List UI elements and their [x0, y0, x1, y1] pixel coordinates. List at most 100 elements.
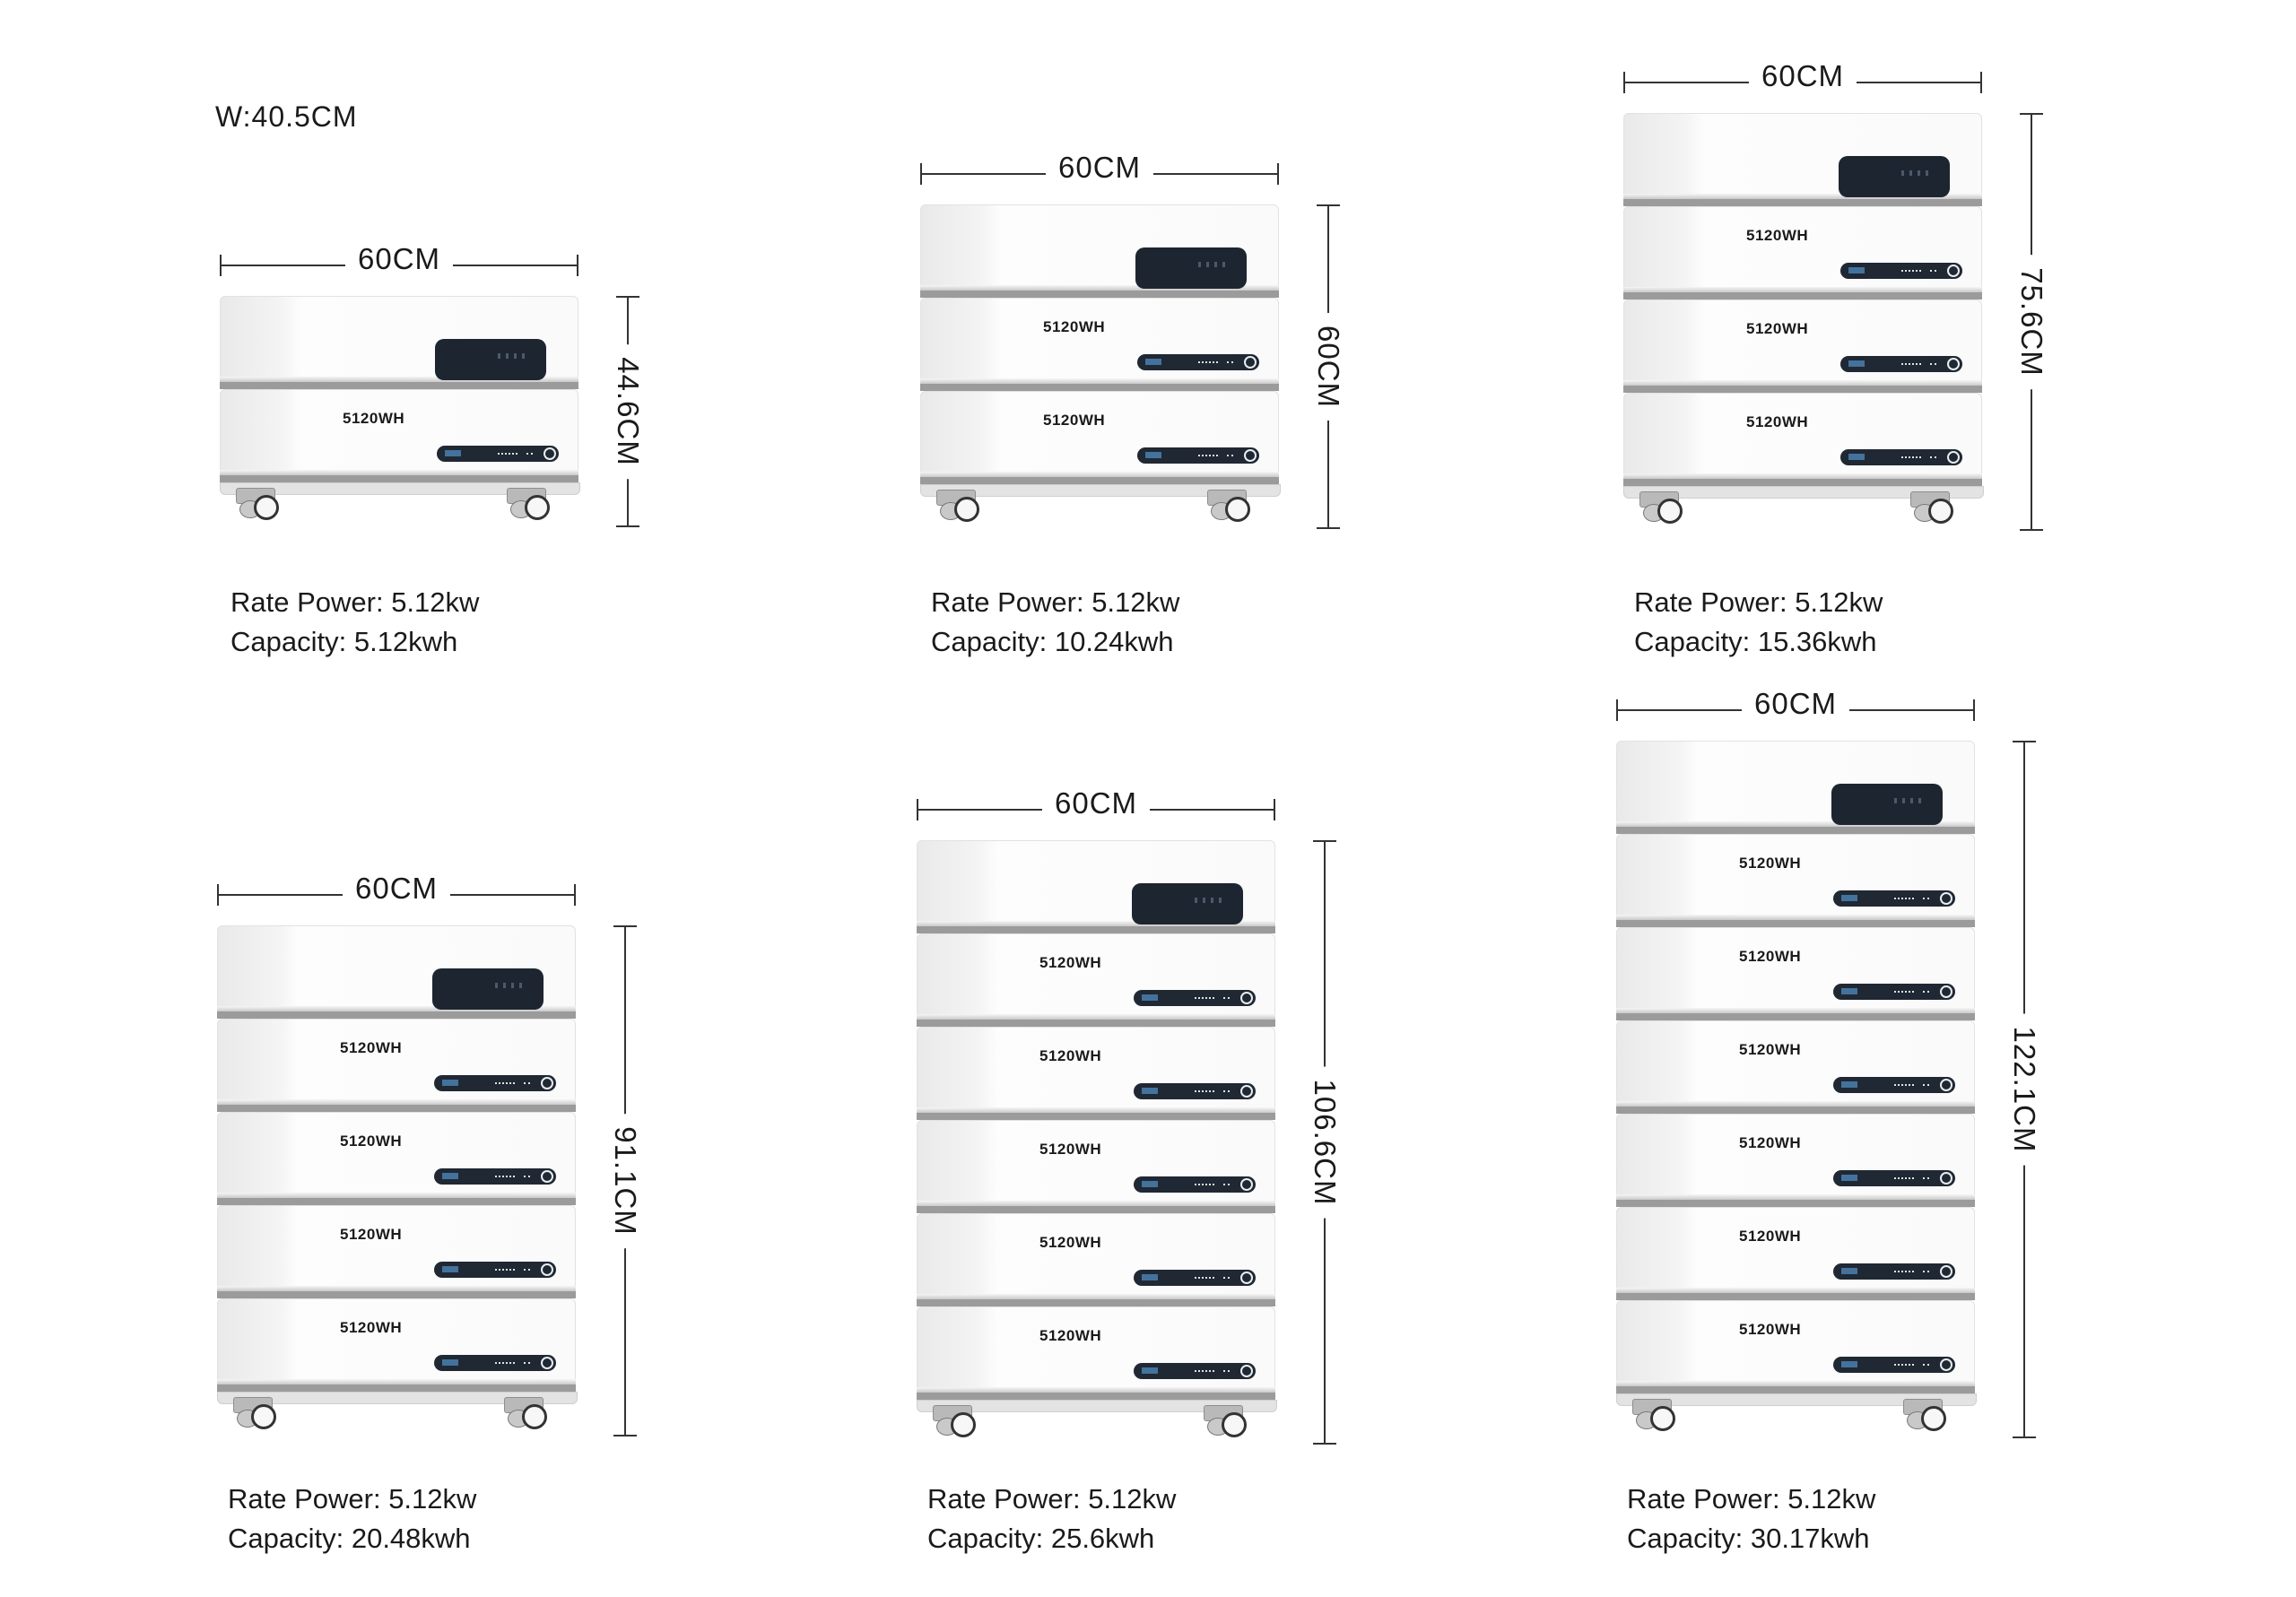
module-ridge — [1616, 915, 1975, 920]
caster-tire — [954, 497, 979, 522]
spec-block: Rate Power: 5.12kw Capacity: 5.12kwh — [230, 583, 479, 662]
module-base — [920, 291, 1279, 298]
module-base — [1616, 827, 1975, 834]
led-dots — [1901, 363, 1921, 365]
led-dots — [1894, 991, 1914, 993]
height-label: 44.6CM — [611, 344, 645, 479]
led-dots — [1198, 361, 1218, 363]
power-button[interactable] — [1240, 1365, 1253, 1377]
battery-module: 5120WH — [1623, 299, 1982, 393]
battery-stack: 5120WH 5120WH — [920, 204, 1281, 529]
brand-logo — [1841, 895, 1857, 901]
width-label: 60CM — [1041, 786, 1151, 820]
width-label: 60CM — [1748, 59, 1857, 93]
module-base — [1616, 1200, 1975, 1207]
power-button[interactable] — [1240, 1085, 1253, 1098]
module-ridge — [1616, 1008, 1975, 1013]
dimension-tick — [217, 884, 219, 906]
power-button[interactable] — [1244, 449, 1257, 462]
dimension-tick — [1980, 72, 1982, 93]
module-ridge — [217, 1006, 576, 1011]
power-button[interactable] — [1940, 1265, 1952, 1278]
power-button[interactable] — [1240, 1272, 1253, 1284]
battery-module: 5120WH — [1616, 1114, 1975, 1207]
power-button[interactable] — [1244, 356, 1257, 369]
power-button[interactable] — [1940, 1079, 1952, 1091]
caster-tire — [251, 1404, 276, 1429]
module-ridge — [1623, 194, 1982, 199]
module-ridge — [220, 470, 578, 475]
led-dots — [1223, 1184, 1231, 1185]
dimension-tick — [1623, 72, 1625, 93]
battery-module: 5120WH — [920, 391, 1279, 484]
led-dots — [1223, 1277, 1231, 1279]
module-base — [217, 1384, 576, 1392]
power-button[interactable] — [1240, 992, 1253, 1004]
battery-module: 5120WH — [1616, 1207, 1975, 1300]
battery-module: 5120WH — [917, 1120, 1275, 1213]
controller-module — [217, 925, 576, 1019]
led-dots — [1195, 997, 1214, 999]
battery-module: 5120WH — [1623, 206, 1982, 299]
led-dots — [1223, 1370, 1231, 1372]
module-ridge — [1616, 1288, 1975, 1293]
status-indicator-bar — [1137, 354, 1259, 370]
power-button[interactable] — [1940, 985, 1952, 998]
module-ridge — [217, 1379, 576, 1384]
height-label: 75.6CM — [2014, 255, 2048, 389]
module-ridge — [920, 472, 1279, 477]
rate-power-text: Rate Power: 5.12kw — [931, 586, 1180, 618]
module-base — [917, 1206, 1275, 1213]
dimension-tick — [220, 255, 222, 276]
spec-block: Rate Power: 5.12kw Capacity: 15.36kwh — [1634, 583, 1883, 662]
right-caster-wheel — [507, 488, 561, 522]
status-indicator-bar — [1137, 447, 1259, 464]
battery-module: 5120WH — [917, 1306, 1275, 1400]
led-dots — [526, 453, 534, 455]
power-button[interactable] — [541, 1263, 553, 1276]
display-panel — [1831, 784, 1943, 825]
battery-module: 5120WH — [220, 389, 578, 482]
power-button[interactable] — [1940, 1172, 1952, 1185]
rate-power-text: Rate Power: 5.12kw — [1634, 586, 1883, 618]
power-button[interactable] — [544, 447, 556, 460]
power-button[interactable] — [1947, 265, 1960, 277]
module-model-label: 5120WH — [1739, 948, 1802, 965]
module-base — [920, 477, 1279, 484]
caster-tire — [1222, 1412, 1247, 1437]
power-button[interactable] — [1947, 358, 1960, 370]
height-label: 60CM — [1311, 312, 1345, 421]
module-ridge — [920, 285, 1279, 291]
module-ridge — [217, 1286, 576, 1291]
module-base — [217, 1011, 576, 1019]
rate-power-text: Rate Power: 5.12kw — [1627, 1483, 1876, 1515]
module-base — [1616, 920, 1975, 927]
module-model-label: 5120WH — [343, 410, 405, 427]
dimension-tick — [1317, 204, 1340, 206]
width-dimension: 60CM — [917, 786, 1275, 831]
status-indicator-bar — [1840, 263, 1962, 279]
status-indicator-bar — [434, 1262, 556, 1278]
module-base — [917, 1020, 1275, 1027]
capacity-text: Capacity: 30.17kwh — [1627, 1523, 1870, 1554]
battery-module: 5120WH — [1616, 927, 1975, 1020]
module-base — [1616, 1293, 1975, 1300]
caster-tire — [1650, 1406, 1675, 1431]
led-dots — [1195, 1090, 1214, 1092]
module-base — [917, 926, 1275, 933]
led-dots — [1930, 456, 1937, 458]
power-button[interactable] — [541, 1077, 553, 1089]
power-button[interactable] — [541, 1357, 553, 1369]
power-button[interactable] — [541, 1170, 553, 1183]
led-dots — [524, 1362, 531, 1364]
module-ridge — [917, 1387, 1275, 1393]
power-button[interactable] — [1940, 1358, 1952, 1371]
module-base — [917, 1113, 1275, 1120]
led-dots — [1894, 898, 1914, 899]
led-dots — [1923, 1364, 1930, 1366]
dimension-tick — [613, 1435, 637, 1436]
module-model-label: 5120WH — [1746, 227, 1809, 244]
power-button[interactable] — [1240, 1178, 1253, 1191]
power-button[interactable] — [1947, 451, 1960, 464]
power-button[interactable] — [1940, 892, 1952, 905]
